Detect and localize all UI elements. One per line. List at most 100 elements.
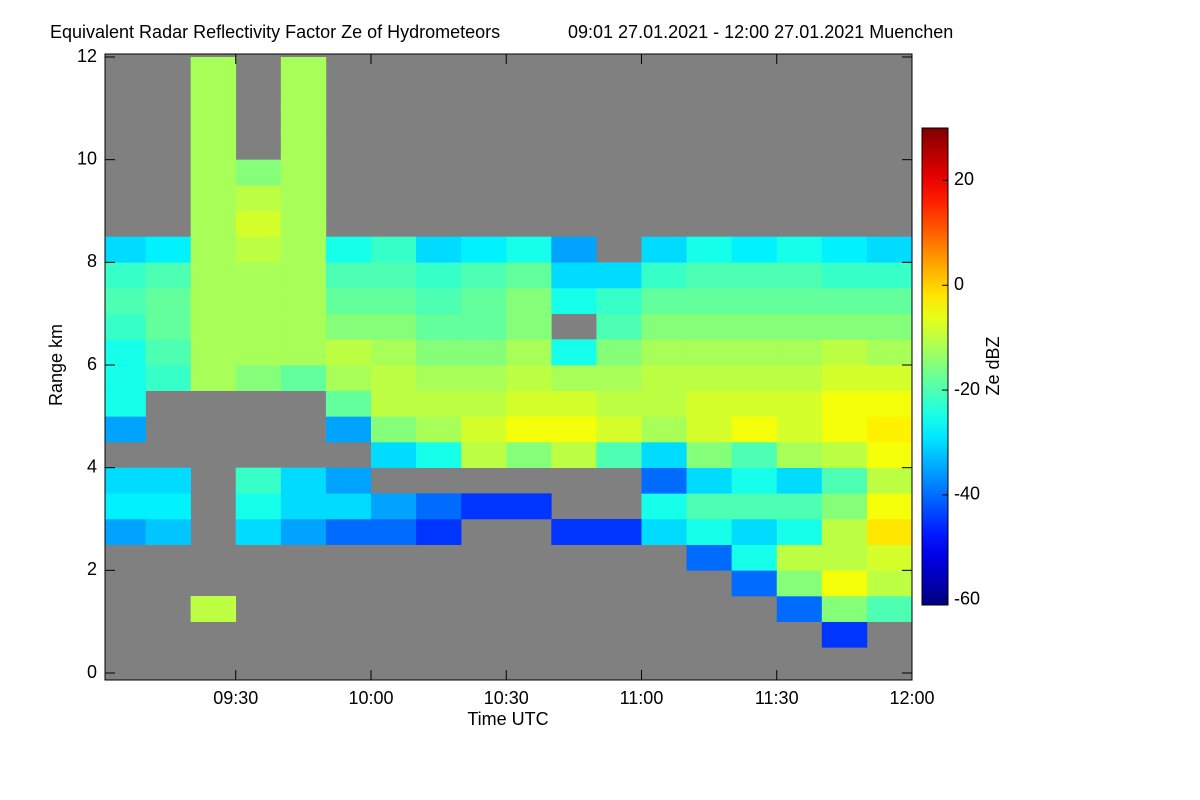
heatmap-cell bbox=[235, 365, 282, 391]
heatmap-cell bbox=[145, 236, 191, 263]
heatmap-cell bbox=[461, 236, 507, 263]
heatmap-cell bbox=[370, 236, 417, 263]
heatmap-cell bbox=[641, 442, 687, 468]
heatmap-cell bbox=[190, 365, 237, 391]
heatmap-cell bbox=[325, 416, 372, 443]
y-tick-label: 10 bbox=[77, 148, 97, 168]
heatmap-cell bbox=[596, 442, 642, 468]
heatmap-cell bbox=[105, 288, 146, 314]
heatmap-cell bbox=[280, 134, 327, 160]
heatmap-cell bbox=[235, 519, 282, 545]
heatmap-cell bbox=[325, 467, 372, 494]
heatmap-cell bbox=[776, 365, 823, 391]
heatmap-cell bbox=[866, 416, 913, 443]
heatmap-cell bbox=[731, 262, 778, 289]
x-tick-label: 12:00 bbox=[889, 688, 934, 708]
heatmap-cell bbox=[776, 596, 823, 622]
heatmap-cell bbox=[325, 493, 372, 520]
heatmap-cell bbox=[145, 262, 191, 289]
heatmap-cell bbox=[866, 288, 913, 314]
heatmap-cell bbox=[866, 544, 913, 571]
heatmap-cell bbox=[325, 313, 372, 340]
heatmap-cell bbox=[731, 544, 778, 571]
heatmap-cell bbox=[416, 313, 462, 340]
heatmap-cell bbox=[866, 339, 913, 366]
heatmap-cell bbox=[866, 390, 913, 417]
heatmap-cell bbox=[551, 390, 597, 417]
heatmap-cell bbox=[776, 442, 823, 468]
heatmap-cell bbox=[686, 467, 732, 494]
heatmap-cell bbox=[461, 288, 507, 314]
heatmap-cell bbox=[821, 570, 868, 597]
heatmap-cell bbox=[821, 519, 868, 545]
heatmap-cell bbox=[235, 313, 282, 340]
heatmap-cell bbox=[686, 442, 732, 468]
heatmap-cell bbox=[235, 288, 282, 314]
colorbar-tick-label: -40 bbox=[954, 484, 980, 504]
heatmap-cell bbox=[190, 596, 237, 622]
heatmap-cell bbox=[641, 493, 687, 520]
heatmap-cell bbox=[416, 339, 462, 366]
heatmap-cell bbox=[821, 313, 868, 340]
heatmap-cell bbox=[105, 467, 146, 494]
heatmap-cell bbox=[506, 236, 552, 263]
heatmap-cell bbox=[370, 339, 417, 366]
heatmap-cell bbox=[776, 493, 823, 520]
heatmap-cell bbox=[190, 262, 237, 289]
heatmap-cell bbox=[506, 442, 552, 468]
heatmap-cell bbox=[416, 288, 462, 314]
heatmap-cell bbox=[235, 467, 282, 494]
heatmap-cell bbox=[105, 493, 146, 520]
heatmap-cell bbox=[145, 365, 191, 391]
y-tick-label: 2 bbox=[87, 559, 97, 579]
heatmap-cell bbox=[731, 313, 778, 340]
heatmap-cell bbox=[731, 519, 778, 545]
heatmap-cell bbox=[776, 544, 823, 571]
heatmap-cell bbox=[280, 108, 327, 135]
heatmap-cell bbox=[416, 519, 462, 545]
heatmap-cell bbox=[190, 82, 237, 109]
heatmap-cell bbox=[641, 339, 687, 366]
heatmap-cell bbox=[821, 236, 868, 263]
heatmap-cell bbox=[105, 262, 146, 289]
heatmap-cell bbox=[280, 262, 327, 289]
heatmap-cell bbox=[190, 57, 237, 83]
heatmap-cell bbox=[866, 313, 913, 340]
heatmap-cell bbox=[821, 416, 868, 443]
heatmap-cell bbox=[686, 416, 732, 443]
heatmap-cell bbox=[370, 288, 417, 314]
heatmap-cell bbox=[506, 365, 552, 391]
heatmap-cell bbox=[866, 365, 913, 391]
heatmap-cell bbox=[235, 339, 282, 366]
heatmap-cell bbox=[190, 313, 237, 340]
heatmap-cell bbox=[280, 57, 327, 83]
heatmap-cell bbox=[551, 288, 597, 314]
heatmap-cell bbox=[105, 236, 146, 263]
heatmap-cell bbox=[641, 365, 687, 391]
heatmap-cell bbox=[416, 390, 462, 417]
heatmap-cell bbox=[731, 416, 778, 443]
heatmap-cell bbox=[416, 493, 462, 520]
heatmap-cell bbox=[596, 313, 642, 340]
x-tick-label: 10:00 bbox=[348, 688, 393, 708]
heatmap-cell bbox=[235, 236, 282, 263]
heatmap-cell bbox=[866, 519, 913, 545]
heatmap-cell bbox=[280, 288, 327, 314]
heatmap-cell bbox=[596, 519, 642, 545]
heatmap-cell bbox=[821, 390, 868, 417]
heatmap-cell bbox=[686, 390, 732, 417]
heatmap-cell bbox=[776, 339, 823, 366]
heatmap-cell bbox=[866, 493, 913, 520]
heatmap-cell bbox=[280, 467, 327, 494]
heatmap-cell bbox=[731, 288, 778, 314]
heatmap-cell bbox=[641, 288, 687, 314]
heatmap-cell bbox=[190, 288, 237, 314]
heatmap-cell bbox=[596, 339, 642, 366]
heatmap-cell bbox=[686, 339, 732, 366]
heatmap-cell bbox=[731, 365, 778, 391]
heatmap-cell bbox=[506, 339, 552, 366]
heatmap-cell bbox=[416, 442, 462, 468]
heatmap-cell bbox=[235, 211, 282, 237]
heatmap-cell bbox=[731, 390, 778, 417]
colorbar-tick-label: 0 bbox=[954, 274, 964, 294]
